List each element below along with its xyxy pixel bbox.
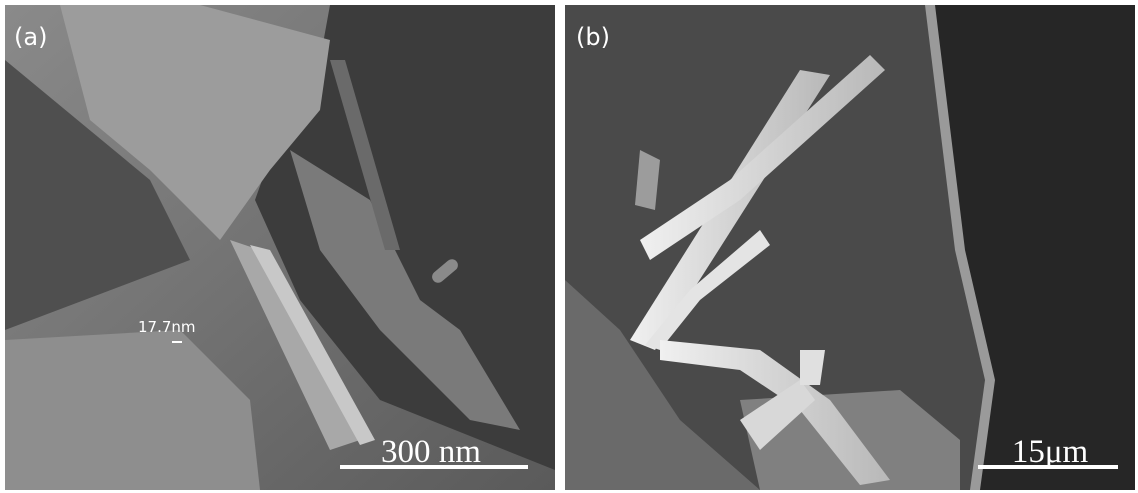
scale-bar-label: 300 nm — [381, 434, 481, 470]
panel-label: (b) — [576, 23, 610, 51]
measurement-label: 17.7nm — [138, 318, 196, 336]
panel-b-image — [565, 5, 1135, 490]
panel-label: (a) — [14, 23, 47, 51]
figure: 17.7nm (a) 300 nm (b) 15μm — [0, 0, 1138, 493]
scale-bar-label: 15μm — [1012, 434, 1089, 470]
page: {"panels": [ {"label": "(a)", "measureme… — [0, 0, 1138, 493]
panel-a-image — [5, 5, 555, 490]
